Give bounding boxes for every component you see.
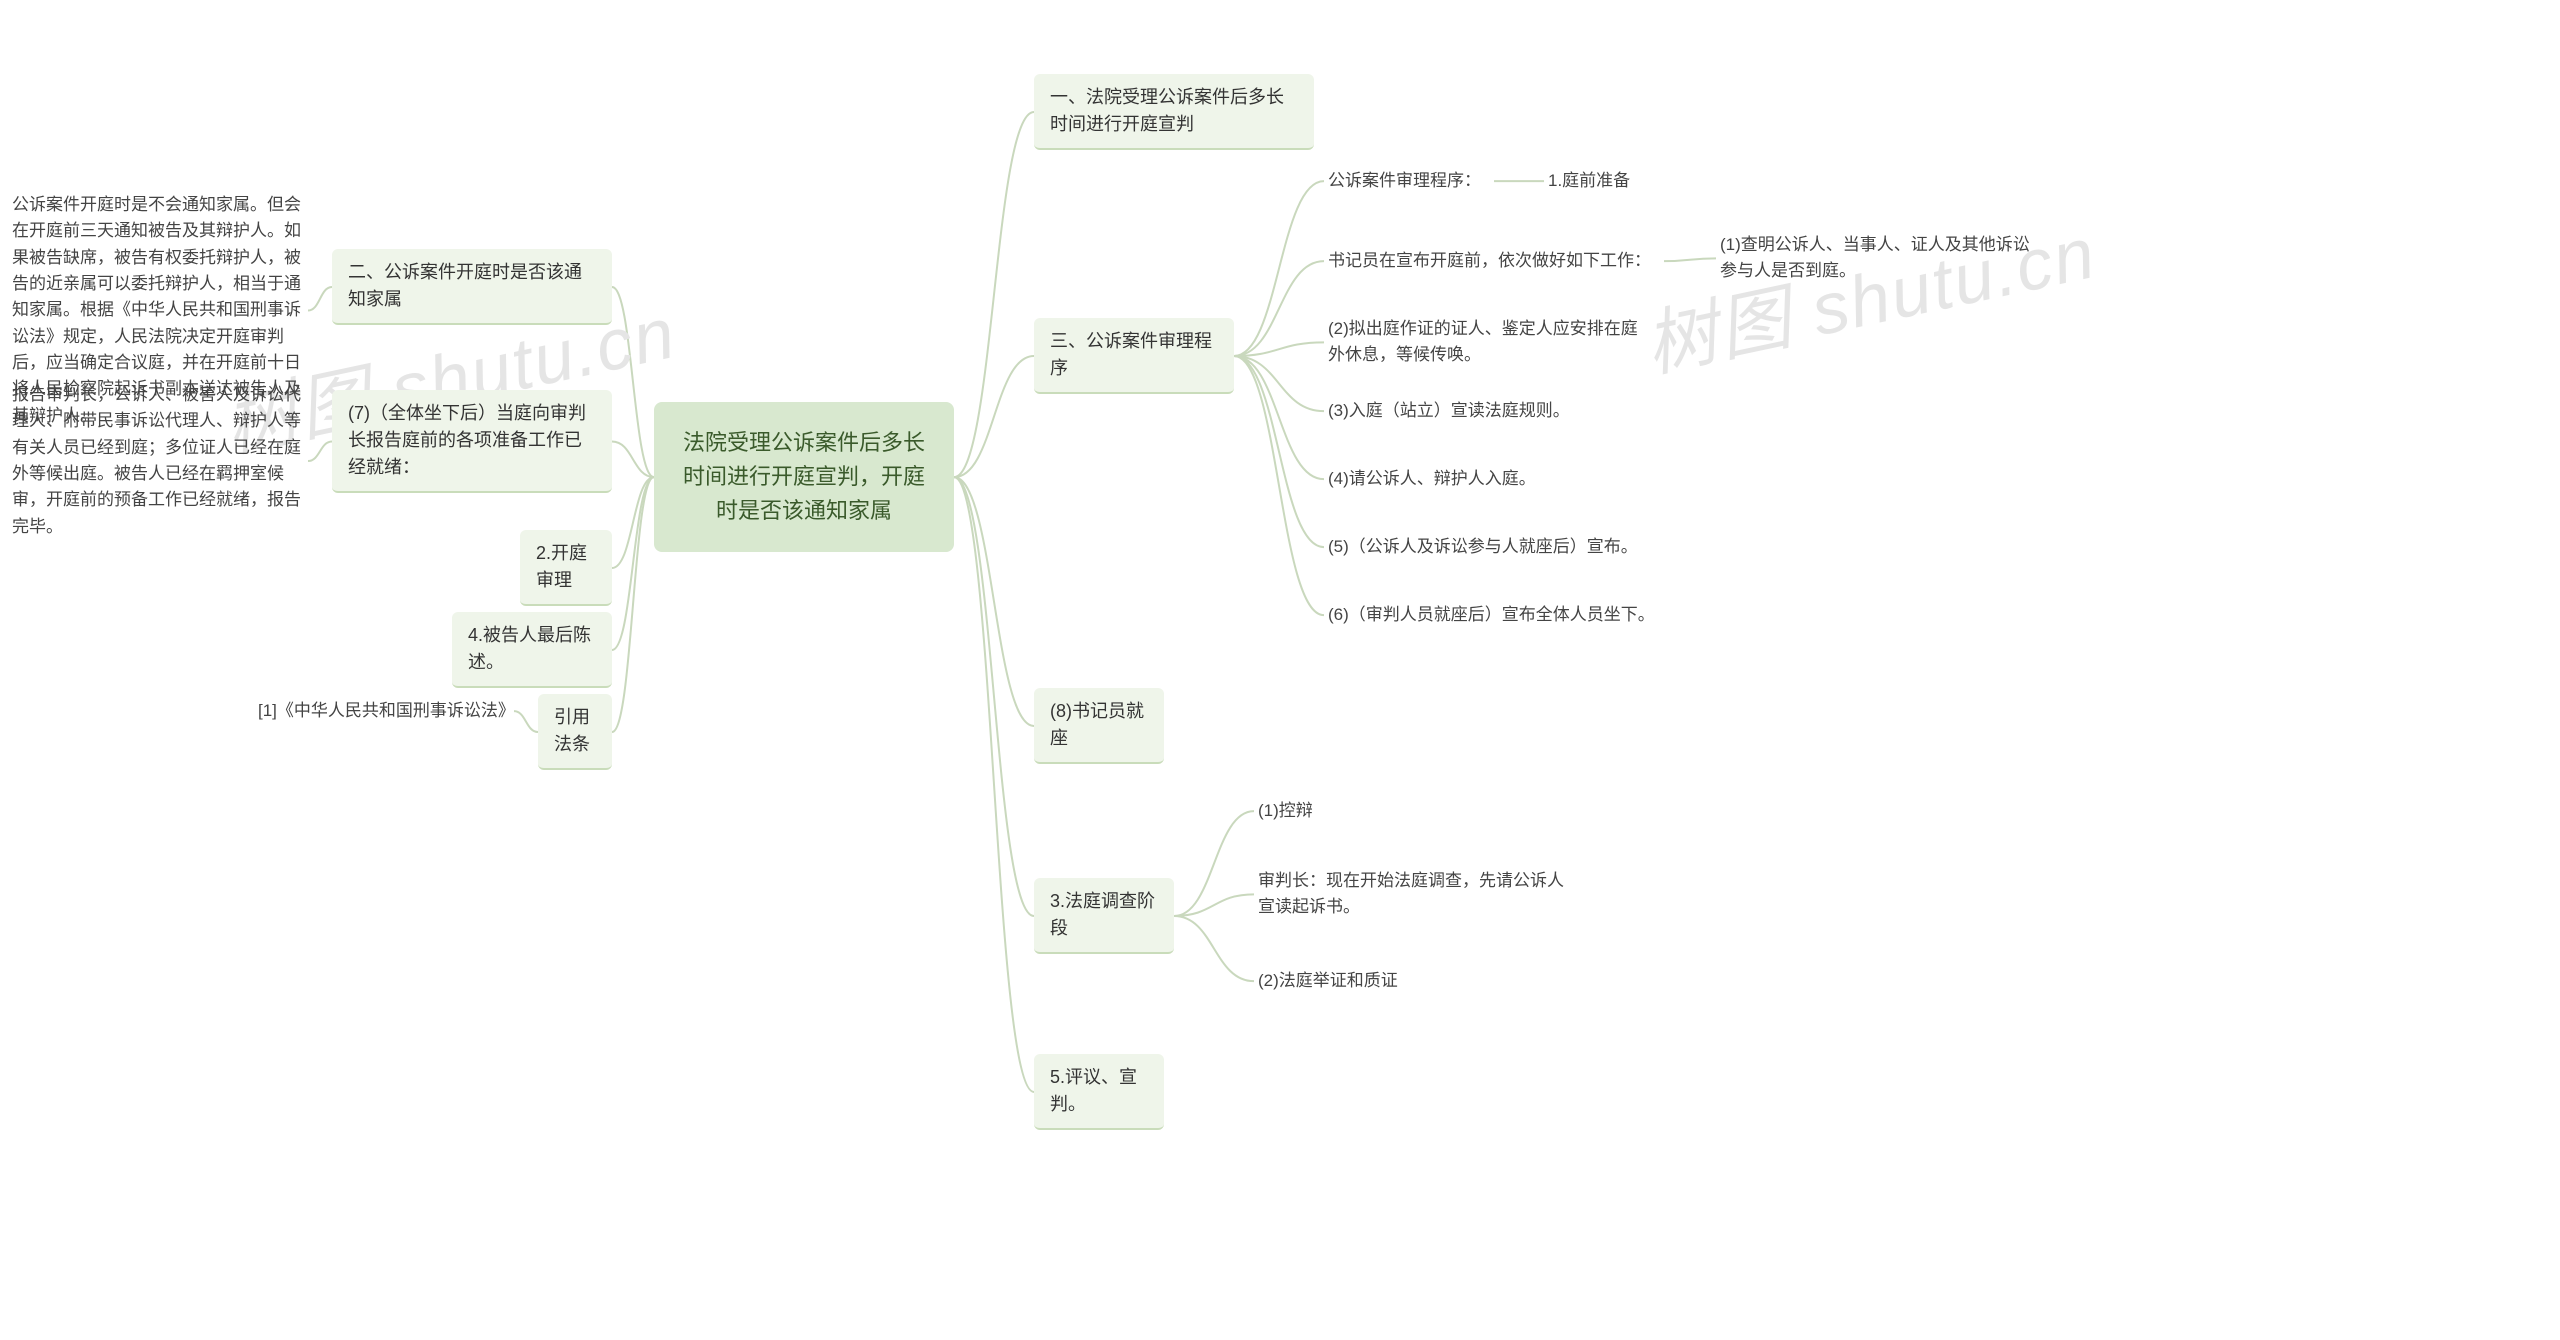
leaf-node: (2)法庭举证和质证 [1254,966,1414,996]
branch-node: 三、公诉案件审理程序 [1034,318,1234,394]
leaf-node: (2)拟出庭作证的证人、鉴定人应安排在庭外休息，等候传唤。 [1324,314,1644,371]
branch-node: 3.法庭调查阶段 [1034,878,1174,954]
branch-node: 4.被告人最后陈述。 [452,612,612,688]
leaf-node: 公诉案件审理程序： [1324,166,1494,196]
leaf-node: (1)查明公诉人、当事人、证人及其他诉讼参与人是否到庭。 [1716,230,2036,287]
leaf-node: (3)入庭（站立）宣读法庭规则。 [1324,396,1584,426]
branch-node: 引用法条 [538,694,612,770]
branch-node: 5.评议、宣判。 [1034,1054,1164,1130]
branch-node: 2.开庭审理 [520,530,612,606]
leaf-node: (4)请公诉人、辩护人入庭。 [1324,464,1544,494]
watermark-2: 树图 shutu.cn [1634,194,2104,392]
branch-node: 一、法院受理公诉案件后多长时间进行开庭宣判 [1034,74,1314,150]
leaf-node: 书记员在宣布开庭前，依次做好如下工作： [1324,246,1664,276]
branch-node: (8)书记员就座 [1034,688,1164,764]
branch-node: 二、公诉案件开庭时是否该通知家属 [332,249,612,325]
leaf-node: 1.庭前准备 [1544,166,1644,196]
leaf-node: (6)（审判人员就座后）宣布全体人员坐下。 [1324,600,1664,630]
leaf-node: (5)（公诉人及诉讼参与人就座后）宣布。 [1324,532,1644,562]
leaf-node: [1]《中华人民共和国刑事诉讼法》 [254,696,514,726]
connector-layer [0,0,2560,1340]
central-topic: 法院受理公诉案件后多长时间进行开庭宣判，开庭时是否该通知家属 [654,402,954,552]
leaf-node: 报告审判长，公诉人、被害人及诉讼代理人、附带民事诉讼代理人、辩护人等有关人员已经… [8,380,308,542]
leaf-node: (1)控辩 [1254,796,1324,826]
leaf-node: 审判长：现在开始法庭调查，先请公诉人宣读起诉书。 [1254,866,1574,923]
branch-node: (7)（全体坐下后）当庭向审判长报告庭前的各项准备工作已经就绪： [332,390,612,493]
